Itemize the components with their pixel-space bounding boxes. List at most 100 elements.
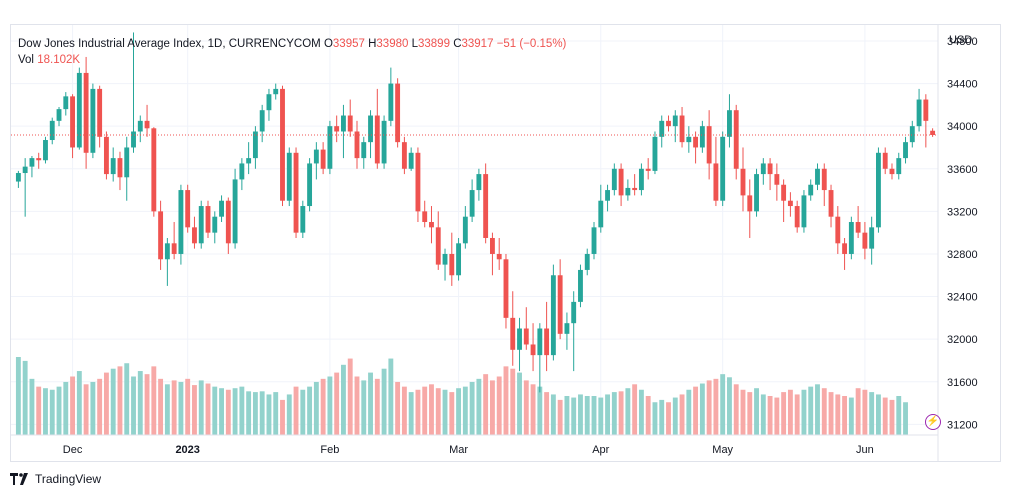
- candle-body: [469, 190, 475, 217]
- candle-body: [341, 115, 346, 132]
- candle: [56, 107, 62, 127]
- volume-bar: [713, 378, 719, 435]
- candle-body: [557, 275, 563, 334]
- candle: [449, 232, 455, 286]
- volume-bar: [110, 368, 116, 435]
- volume-bar: [354, 376, 360, 435]
- candle-body: [842, 243, 848, 254]
- volume-bar: [117, 366, 123, 435]
- candle: [571, 291, 577, 372]
- candle-body: [652, 136, 658, 171]
- volume-bar: [449, 392, 455, 435]
- candle: [361, 136, 367, 169]
- lightning-icon[interactable]: ⚡: [925, 414, 941, 430]
- volume-bar: [618, 391, 624, 435]
- candle: [49, 117, 55, 145]
- candle: [916, 88, 922, 132]
- candle-body: [618, 168, 624, 196]
- volume-bar: [611, 392, 617, 435]
- candle: [110, 147, 116, 182]
- candle: [300, 200, 306, 238]
- candle: [632, 174, 638, 196]
- volume-bar: [652, 402, 658, 435]
- volume-bar: [638, 389, 644, 435]
- candle: [591, 222, 597, 260]
- candle-body: [611, 168, 617, 191]
- candle-body: [117, 158, 123, 178]
- candle: [896, 152, 902, 180]
- candle-body: [605, 190, 610, 201]
- volume-bar: [760, 394, 766, 435]
- candle-body: [720, 136, 726, 201]
- candle: [395, 78, 401, 148]
- volume-bar: [828, 392, 834, 435]
- candle: [381, 115, 387, 169]
- volume-bar: [476, 378, 482, 435]
- candle-body: [564, 323, 570, 334]
- volume-bar: [672, 397, 678, 435]
- volume-bar: [401, 386, 407, 435]
- candle-body: [29, 158, 35, 167]
- candle-body: [848, 222, 854, 254]
- candle: [787, 192, 793, 217]
- volume-bar: [171, 380, 177, 435]
- time-tick-label: Feb: [320, 444, 339, 456]
- candle: [239, 158, 245, 191]
- candle-body: [347, 115, 353, 132]
- candle-body: [151, 128, 157, 212]
- tradingview-footer[interactable]: TradingView: [10, 472, 101, 486]
- candle: [22, 158, 28, 217]
- candle: [740, 147, 746, 212]
- candle-body: [239, 163, 245, 180]
- candle-body: [185, 190, 191, 228]
- volume-bar: [232, 388, 238, 435]
- candle-body: [896, 158, 902, 175]
- candle-body: [489, 237, 495, 254]
- time-tick-label: Jun: [856, 444, 874, 456]
- volume-bar: [781, 392, 787, 435]
- volume-bar: [754, 388, 759, 435]
- candle-body: [747, 195, 753, 212]
- candle: [835, 206, 841, 254]
- candle-body: [266, 94, 272, 111]
- volume-bar: [273, 392, 279, 435]
- candle-body: [381, 120, 387, 164]
- candle: [90, 83, 96, 159]
- volume-bar: [456, 388, 462, 435]
- candle-body: [442, 253, 448, 265]
- candle: [713, 136, 719, 207]
- candle-body: [727, 110, 732, 137]
- candle: [76, 67, 82, 150]
- candle: [550, 264, 556, 361]
- candle: [767, 158, 773, 191]
- candle: [923, 94, 929, 148]
- volume-bar: [158, 378, 164, 435]
- candle: [29, 155, 35, 178]
- candle: [821, 163, 827, 207]
- volume-bar: [43, 388, 48, 435]
- symbol-title: Dow Jones Industrial Average Index, 1D, …: [18, 38, 321, 50]
- candle: [192, 216, 197, 249]
- volume-bar: [49, 389, 55, 435]
- volume-bar: [131, 376, 136, 435]
- candle-body: [408, 152, 414, 169]
- candle-body: [205, 206, 211, 233]
- candle-body: [63, 96, 69, 110]
- volume-bar: [327, 376, 333, 435]
- candle-body: [598, 200, 604, 228]
- time-axis: Dec 2023 Feb Mar Apr May Jun: [11, 434, 938, 456]
- candle: [476, 168, 482, 201]
- candle-body: [456, 243, 462, 276]
- candle: [862, 222, 868, 260]
- candle: [422, 200, 428, 228]
- volume-bar: [70, 376, 76, 435]
- candle: [808, 179, 814, 201]
- price-tick-label: 32000: [947, 334, 978, 346]
- candle-body: [435, 227, 441, 265]
- candles: [15, 32, 936, 393]
- candle: [537, 323, 543, 393]
- time-tick-label: May: [712, 444, 733, 456]
- volume-bar: [56, 386, 62, 435]
- volume-bar: [693, 386, 699, 435]
